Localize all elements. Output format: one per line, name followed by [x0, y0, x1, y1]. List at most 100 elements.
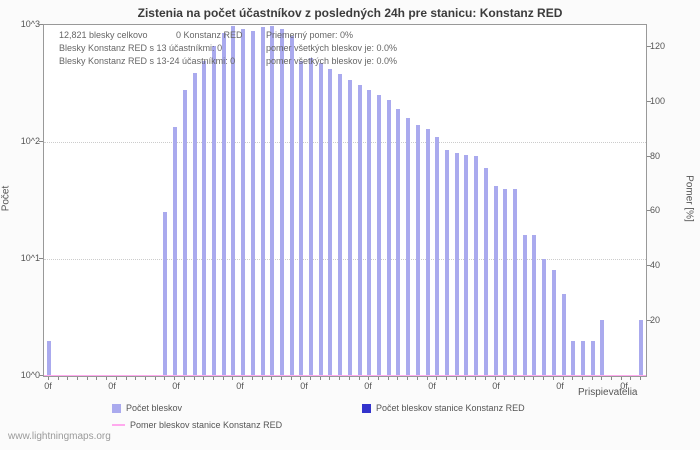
lightning-count-bar: [46, 341, 51, 376]
chart-title: Zistenia na počet účastníkov z poslednýc…: [137, 6, 563, 20]
x-tickmark: [174, 377, 176, 380]
station-13-participants-text: Blesky Konstanz RED s 13 účastníkmi: 0: [59, 43, 223, 53]
y-right-tick-label: 80: [650, 150, 661, 161]
x-tickmark: [611, 377, 612, 380]
x-tickmark: [145, 377, 146, 380]
legend-item-station-strike-count: Počet bleskov stanice Konstanz RED: [362, 403, 525, 413]
x-tickmark: [242, 377, 243, 380]
watermark-text: www.lightningmaps.org: [8, 431, 111, 442]
x-tickmark: [387, 377, 389, 380]
y-left-tickmark: [39, 24, 43, 25]
x-tickmark: [552, 377, 554, 380]
x-tickmark: [339, 377, 341, 380]
lightning-count-bar: [377, 95, 381, 376]
x-tickmark: [543, 377, 544, 380]
lightning-count-bar: [299, 61, 304, 376]
x-tickmark: [261, 377, 263, 380]
lightning-count-bar: [289, 36, 294, 376]
lightning-count-bar: [396, 109, 401, 376]
lightning-count-bar: [483, 168, 488, 376]
x-tickmark: [290, 377, 292, 380]
ratio-13-24-text: pomer všetkých bleskov je: 0.0%: [266, 56, 398, 66]
legend-label: Počet bleskov stanice Konstanz RED: [376, 403, 525, 413]
x-tickmark: [67, 377, 69, 380]
x-tickmark: [106, 377, 108, 380]
lightning-count-bar: [202, 61, 207, 376]
x-tickmark: [115, 377, 117, 380]
x-tickmark: [86, 377, 88, 380]
y-right-tick-label: 40: [650, 260, 661, 271]
lightning-count-bar: [241, 29, 245, 376]
x-tickmark: [562, 377, 564, 380]
x-tick-label: 0f: [492, 381, 500, 391]
y-right-tickmark: [647, 155, 651, 157]
ratio-13-text: pomer všetkých bleskov je: 0.0%: [266, 43, 398, 53]
x-tick-label: 0f: [172, 381, 180, 391]
x-tickmark: [572, 377, 574, 380]
y-left-tick-label: 10^1: [20, 253, 40, 263]
lightning-count-bar: [561, 294, 566, 376]
x-tickmark: [581, 377, 583, 380]
lightning-count-bar: [367, 90, 372, 376]
x-tickmark: [446, 377, 447, 380]
lightning-count-bar: [571, 341, 576, 376]
x-tickmark: [47, 377, 49, 380]
x-tickmark: [523, 377, 525, 380]
average-ratio-text: Priemerný pomer: 0%: [266, 30, 354, 40]
lightning-count-bar: [231, 26, 236, 376]
y-axis-label-right: Pomer [%]: [683, 175, 695, 222]
lightning-count-bar: [425, 129, 430, 376]
lightning-count-bar: [192, 73, 197, 376]
lightning-count-bar: [415, 125, 420, 376]
x-tickmark: [271, 377, 273, 380]
x-tick-label: 0f: [236, 381, 244, 391]
y-left-tick-label: 10^0: [20, 370, 40, 380]
x-tick-label: 0f: [300, 381, 308, 391]
x-tickmark: [77, 377, 78, 380]
lightning-count-bar: [347, 80, 352, 376]
x-tick-label: 0f: [364, 381, 372, 391]
lightning-count-bar: [445, 150, 449, 376]
x-tick-label: 0f: [556, 381, 564, 391]
lightning-count-bar: [542, 259, 546, 376]
x-tickmark: [591, 377, 593, 380]
y-right-tickmark: [647, 320, 651, 322]
x-tickmark: [640, 377, 642, 380]
x-tickmark: [183, 377, 185, 380]
x-tickmark: [397, 377, 399, 380]
x-tickmark: [348, 377, 350, 380]
legend-swatch-station-strike-count: [362, 403, 371, 413]
y-right-tick-label: 60: [650, 205, 661, 216]
x-tickmark: [368, 377, 370, 380]
x-tickmark: [96, 377, 98, 380]
plot-area: 12,821 blesky celkovo 0 Konstanz RED Pri…: [43, 24, 647, 377]
lightning-count-bar: [338, 74, 343, 376]
lightning-count-bar: [221, 33, 226, 376]
lightning-count-bar: [270, 26, 275, 376]
x-tickmark: [504, 377, 506, 380]
total-strikes-text: 12,821 blesky celkovo: [59, 30, 148, 40]
gridline: [44, 259, 646, 260]
x-tickmark: [135, 377, 137, 380]
ratio-zero-line: [44, 375, 646, 376]
gridline: [44, 142, 646, 143]
lightning-count-bar: [435, 137, 440, 376]
x-tickmark: [154, 377, 156, 380]
y-right-tickmark: [647, 100, 651, 102]
lightning-count-bar: [512, 189, 517, 376]
legend-swatch-strike-count: [112, 403, 121, 413]
lightning-count-bar: [182, 90, 187, 376]
legend-item-station-ratio: Pomer bleskov stanice Konstanz RED: [112, 420, 282, 430]
lightning-count-bar: [454, 153, 459, 376]
lightning-count-bar: [211, 46, 216, 376]
x-tickmark: [601, 377, 603, 380]
x-tickmark: [280, 377, 282, 380]
x-tickmark: [436, 377, 438, 380]
y-left-tickmark: [39, 141, 43, 142]
x-tickmark: [125, 377, 127, 380]
x-tickmark: [407, 377, 409, 380]
y-left-tickmark: [39, 258, 43, 259]
y-right-tick-label: 20: [650, 315, 661, 326]
lightning-count-bar: [250, 31, 255, 376]
x-tickmark: [455, 377, 457, 380]
